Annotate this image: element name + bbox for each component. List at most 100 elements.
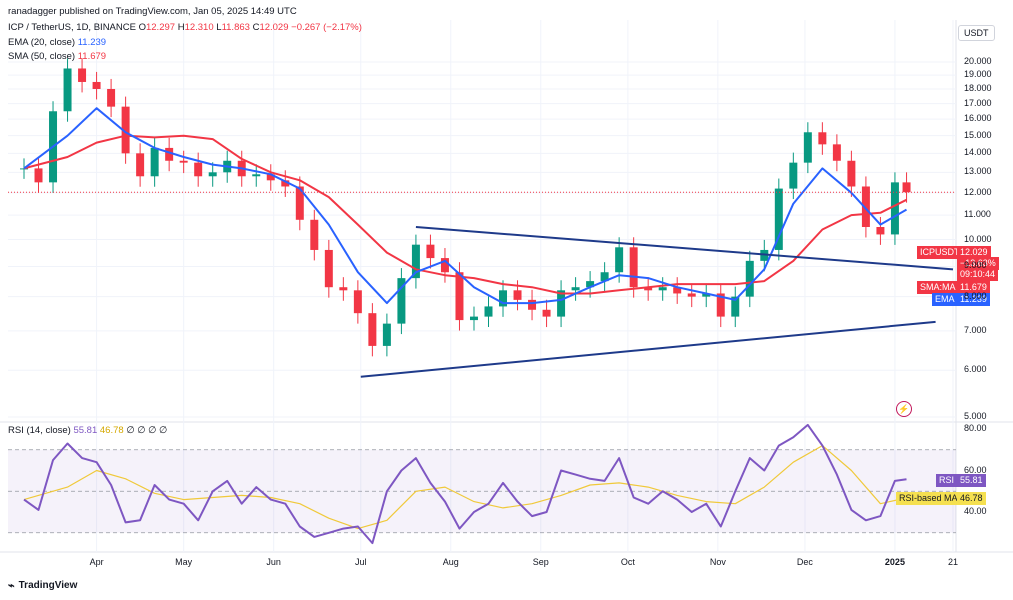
candle-body xyxy=(136,153,145,177)
tradingview-logo[interactable]: ⌁ TradingView xyxy=(8,579,77,592)
ema-legend-value: 11.239 xyxy=(77,37,107,48)
rsi-legend-label: RSI (14, close) xyxy=(8,425,71,436)
rsi-legend[interactable]: RSI (14, close) 55.81 46.78 ∅ ∅ ∅ ∅ xyxy=(8,425,167,436)
candle-body xyxy=(847,160,856,187)
time-tick-label: Sep xyxy=(532,557,549,567)
time-tick-label: 2025 xyxy=(884,557,905,567)
candle-body xyxy=(107,88,116,107)
tradingview-logo-text: TradingView xyxy=(18,580,78,591)
price-tick-label: 12.000 xyxy=(964,186,992,197)
candle-body xyxy=(673,287,682,294)
sma-value-badge: 11.679 xyxy=(957,281,990,294)
time-tick-label: 21 xyxy=(947,557,959,567)
candle-body xyxy=(615,247,624,273)
rsi-ma-value-badge: 46.78 xyxy=(957,492,986,505)
candle-body xyxy=(179,160,188,163)
countdown-badge: 09:10:44 xyxy=(957,268,999,281)
currency-button[interactable]: USDT xyxy=(958,25,995,41)
ohlc-close: C12.029 xyxy=(252,22,289,33)
ema-value-badge: 11.239 xyxy=(957,293,990,306)
candle-body xyxy=(731,296,740,317)
price-tick-label: 13.000 xyxy=(964,166,992,177)
candle-body xyxy=(600,272,609,282)
candle-body xyxy=(644,287,653,291)
candle-body xyxy=(194,162,203,177)
ema-tag-badge: EMA xyxy=(932,293,958,306)
price-tick-label: 16.000 xyxy=(964,113,992,124)
candle-body xyxy=(339,287,348,291)
candle-body xyxy=(716,293,725,317)
candle-body xyxy=(165,147,174,161)
candle-body xyxy=(266,174,275,181)
candle-body xyxy=(411,244,420,279)
candle-body xyxy=(861,186,870,228)
ohlc-change: −0.267 (−2.17%) xyxy=(291,22,362,33)
candle-body xyxy=(789,162,798,189)
grid xyxy=(0,20,1013,553)
candle-body xyxy=(92,81,101,89)
candle-body xyxy=(890,182,899,235)
last-price-badge: 12.029 xyxy=(957,246,991,259)
price-tick-label: 20.000 xyxy=(964,56,992,66)
sma-legend-value: 11.679 xyxy=(77,51,107,62)
time-tick-label: Apr xyxy=(89,557,104,567)
price-tick-label: 14.000 xyxy=(964,147,992,158)
candle-body xyxy=(586,281,595,288)
candle-body xyxy=(902,182,911,193)
time-tick-label: Nov xyxy=(709,557,726,567)
rsi-tag-badge: RSI xyxy=(936,474,958,487)
candle-body xyxy=(557,290,566,317)
candle-body xyxy=(63,68,72,112)
rsi-tick-label: 40.00 xyxy=(964,506,987,516)
ohlc-open: O12.297 xyxy=(138,22,176,33)
candle-body xyxy=(818,132,827,145)
publish-text: ranadagger published on TradingView.com,… xyxy=(8,6,297,17)
candle-body xyxy=(774,188,783,250)
price-tick-label: 17.000 xyxy=(964,97,992,108)
candle-body xyxy=(658,287,667,291)
symbol-title[interactable]: ICP / TetherUS, 1D, BINANCE xyxy=(8,22,136,33)
symbol-legend[interactable]: ICP / TetherUS, 1D, BINANCE O12.297 H12.… xyxy=(8,22,362,33)
ema-legend-label: EMA (20, close) xyxy=(8,37,76,48)
ema-20-line xyxy=(23,107,907,305)
candle-body xyxy=(397,278,406,324)
price-tick-label: 10.000 xyxy=(964,233,992,244)
price-tick-label: 11.000 xyxy=(964,209,991,220)
candle-body xyxy=(571,287,580,291)
candle-body xyxy=(803,132,812,163)
price-tick-label: 6.000 xyxy=(964,364,987,375)
alert-icon[interactable]: ⚡ xyxy=(896,401,912,417)
price-pane xyxy=(8,58,956,378)
candle-body xyxy=(469,316,478,321)
time-tick-label: May xyxy=(175,557,193,567)
rsi-legend-extra: ∅ ∅ ∅ ∅ xyxy=(126,425,168,436)
price-tick-label: 9.000 xyxy=(964,260,987,271)
candle-body xyxy=(295,186,304,220)
candle-body xyxy=(542,309,551,317)
rsi-value-badge: 55.81 xyxy=(957,474,986,487)
rsi-pane xyxy=(8,423,956,545)
rsi-legend-value: 55.81 xyxy=(73,425,98,436)
ema-legend[interactable]: EMA (20, close) 11.239 xyxy=(8,37,106,48)
candle-body xyxy=(745,260,754,297)
candle-body xyxy=(484,306,493,317)
rsi-tick-label: 60.00 xyxy=(964,464,987,475)
trendline-upper xyxy=(415,226,954,271)
candle-body xyxy=(528,299,537,310)
candle-body xyxy=(252,174,261,177)
ohlc-high: H12.310 xyxy=(177,22,214,33)
sma-legend[interactable]: SMA (50, close) 11.679 xyxy=(8,51,106,62)
candle-body xyxy=(78,68,87,82)
price-tick-label: 5.000 xyxy=(964,411,987,421)
candle-body xyxy=(876,227,885,235)
price-tick-label: 19.000 xyxy=(964,69,992,80)
rsi-tick-label: 80.00 xyxy=(964,423,987,433)
rsi-ma-tag-badge: RSI-based MA xyxy=(896,492,961,505)
candle-body xyxy=(34,168,43,183)
time-tick-label: Jul xyxy=(354,557,367,567)
symbol-badge: ICPUSDT xyxy=(917,246,963,259)
candle-body xyxy=(121,106,130,154)
sma-50-line xyxy=(23,134,907,295)
candle-body xyxy=(324,249,333,288)
candle-body xyxy=(281,180,290,187)
